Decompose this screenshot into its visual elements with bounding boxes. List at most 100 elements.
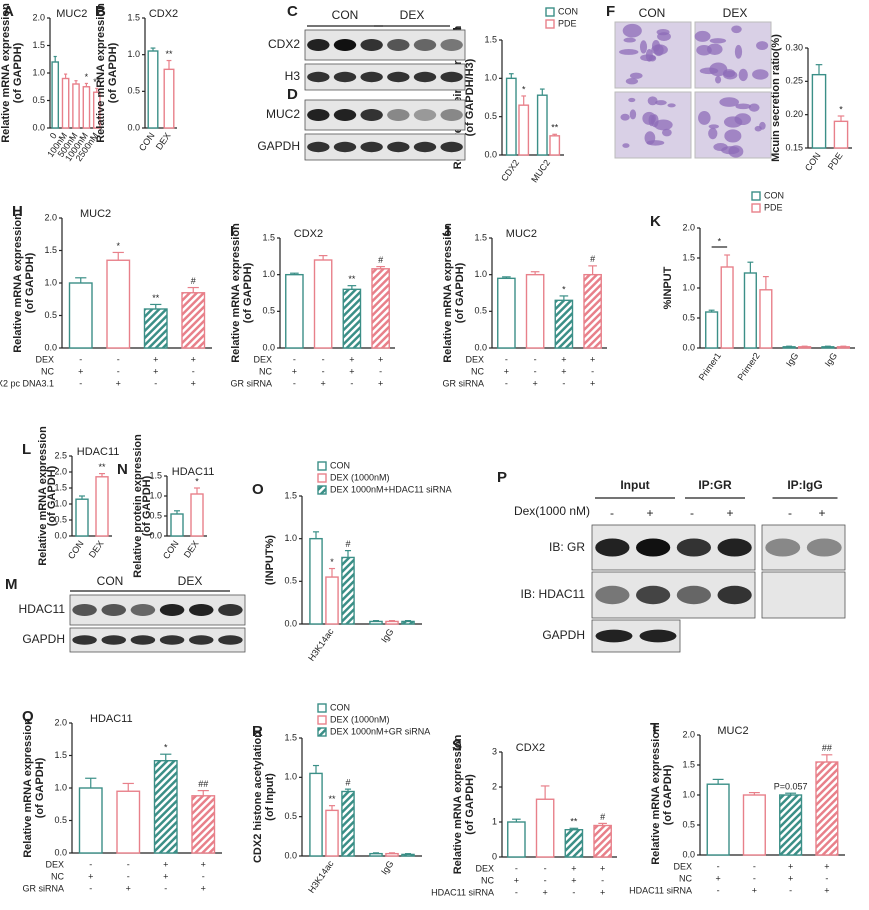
condition-sign: + xyxy=(514,875,519,885)
cell-cluster xyxy=(622,23,642,38)
condition-sign: + xyxy=(88,871,93,881)
cell-cluster xyxy=(662,128,672,137)
condition-label: HDAC11 siRNA xyxy=(431,887,494,897)
y-tick-label: 1.0 xyxy=(284,772,297,782)
bar xyxy=(401,620,415,625)
bar xyxy=(593,824,612,858)
legend-swatch xyxy=(317,703,327,713)
y-tick-label: 1.0 xyxy=(44,277,57,287)
blot-band xyxy=(440,71,463,83)
y-tick-label: 2.0 xyxy=(54,466,67,476)
significance: # xyxy=(590,254,595,264)
x-tick-label: CON xyxy=(803,151,823,173)
y-tick-label: 1.5 xyxy=(32,40,45,50)
panel-letter: P xyxy=(497,469,507,486)
blot-band xyxy=(440,141,463,153)
y-tick-label: 1.5 xyxy=(284,490,297,500)
panel-title: MUC2 xyxy=(506,228,537,240)
condition-label: GR siRNA xyxy=(442,378,484,388)
panel-letter: S xyxy=(452,737,462,754)
blot-group: DEX xyxy=(178,574,203,588)
significance: * xyxy=(839,104,843,114)
panel-title: CDX2 xyxy=(516,742,545,754)
panel-letter: B xyxy=(95,3,106,20)
blot-band xyxy=(676,585,711,605)
condition-sign: + xyxy=(752,885,757,895)
y-tick-label: 0.5 xyxy=(262,306,275,316)
y-axis-label: Mcuin secretion ratio(%) xyxy=(770,34,782,162)
bar xyxy=(535,798,555,858)
y-axis-label: (of Input) xyxy=(264,773,276,821)
x-tick-label: DEX xyxy=(182,539,201,560)
y-tick-label: 0.15 xyxy=(785,142,803,152)
y-tick-label: 0.5 xyxy=(54,815,67,825)
panel-letter: A xyxy=(3,3,14,20)
significance: # xyxy=(191,276,196,286)
image-label: CON xyxy=(639,6,666,20)
y-axis-label: Relative mRNA expression xyxy=(442,223,454,363)
blot-band xyxy=(440,109,463,121)
y-tick-label: 2.0 xyxy=(54,717,67,727)
blot-band xyxy=(307,109,330,121)
condition-label: DEX xyxy=(253,354,272,364)
significance: ** xyxy=(328,794,336,804)
y-tick-label: 1.0 xyxy=(682,282,695,292)
cell-cluster xyxy=(735,103,751,110)
blot-band xyxy=(101,635,126,645)
bar xyxy=(706,783,730,856)
condition-sign: - xyxy=(825,873,828,883)
y-tick-label: 1.0 xyxy=(127,49,140,59)
y-tick-label: 0.5 xyxy=(474,306,487,316)
blot-band xyxy=(360,39,383,51)
cell-cluster xyxy=(647,96,658,106)
cell-cluster xyxy=(625,78,639,85)
condition-sign: - xyxy=(154,378,157,388)
blot-band xyxy=(676,538,711,557)
condition-sign: + xyxy=(153,354,158,364)
blot-band xyxy=(387,109,410,121)
bar xyxy=(369,620,383,625)
blot-group: IP:IgG xyxy=(787,478,822,492)
blot-band xyxy=(159,604,185,616)
condition-sign: - xyxy=(753,873,756,883)
x-tick-label: CON xyxy=(137,131,157,153)
panel-title: HDAC11 xyxy=(172,466,215,478)
panel-letter: F xyxy=(606,3,615,20)
treatment-sign: - xyxy=(788,506,792,520)
bar xyxy=(564,829,584,858)
blot-label: MUC2 xyxy=(266,107,300,121)
blot-band xyxy=(72,604,97,616)
condition-sign: - xyxy=(505,354,508,364)
blot-group: CON xyxy=(332,8,359,22)
treatment-sign: + xyxy=(646,506,653,520)
condition-sign: - xyxy=(789,885,792,895)
cell-cluster xyxy=(708,124,720,129)
y-axis-label: (of GAPDH) xyxy=(662,764,674,825)
significance: * xyxy=(116,241,120,251)
condition-sign: + xyxy=(126,883,131,893)
blot-band xyxy=(189,635,214,645)
blot-band xyxy=(307,71,330,83)
significance: ** xyxy=(551,123,559,133)
condition-sign: + xyxy=(191,354,196,364)
condition-sign: - xyxy=(534,354,537,364)
significance: # xyxy=(378,255,383,265)
cell-cluster xyxy=(724,129,742,143)
blot-band xyxy=(765,585,801,605)
y-axis-label: (of GAPDH) xyxy=(12,42,24,103)
bar xyxy=(309,537,323,625)
blot-band xyxy=(218,604,243,616)
y-tick-label: 2.0 xyxy=(682,222,695,232)
cell-cluster xyxy=(734,44,743,59)
blot-band xyxy=(333,141,357,153)
x-tick-label: DEX xyxy=(154,131,173,152)
y-tick-label: 0.30 xyxy=(785,42,803,52)
condition-sign: + xyxy=(590,354,595,364)
x-tick-label: IgG xyxy=(784,351,801,369)
y-tick-label: 0.0 xyxy=(32,122,45,132)
blot-band xyxy=(717,585,752,605)
bar xyxy=(811,73,827,149)
y-tick-label: 1.5 xyxy=(127,12,140,22)
x-tick-label: CON xyxy=(66,539,86,561)
